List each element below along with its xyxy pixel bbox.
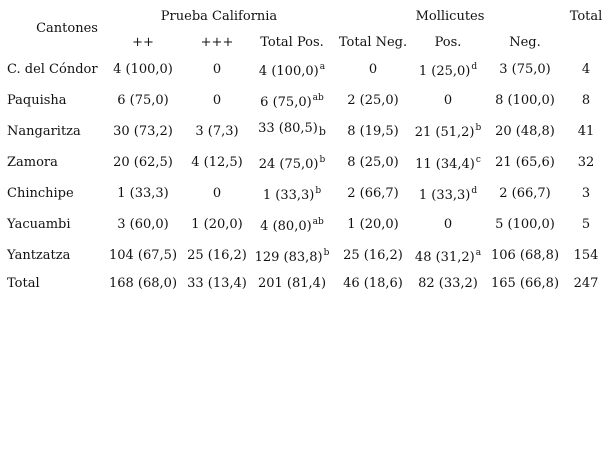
canton-name: C. del Cóndor — [7, 62, 98, 77]
canton-name: Zamora — [7, 155, 58, 170]
total-pos-value: 24 (75,0)b — [258, 155, 326, 173]
mollicutes-pos-value: 82 (33,2) — [418, 276, 478, 291]
total-value: 5 — [581, 217, 591, 232]
total-pos-value: 6 (75,0)ab — [260, 93, 324, 111]
mollicutes-neg-value: 21 (65,6) — [495, 155, 555, 170]
significance-letter: d — [471, 186, 478, 196]
header-plus-plus: ++ — [132, 35, 154, 50]
total-pos-value: 4 (100,0)a — [258, 62, 326, 80]
mollicutes-pos-value: 0 — [443, 217, 453, 232]
significance-letter: b — [315, 186, 322, 196]
canton-name: Yacuambi — [7, 217, 71, 232]
total-value: 41 — [577, 124, 595, 139]
canton-name: Paquisha — [7, 93, 67, 108]
total-pos-value: 201 (81,4) — [257, 276, 327, 291]
header-plus-plus-plus: +++ — [200, 35, 234, 50]
ppp-value: 0 — [212, 93, 222, 108]
pp-value: 6 (75,0) — [117, 93, 169, 108]
mollicutes-neg-value: 106 (68,8) — [490, 248, 560, 263]
mollicutes-pos-value: 21 (51,2)b — [414, 123, 482, 141]
significance-letter: b — [475, 123, 482, 133]
total-neg-value: 8 (25,0) — [347, 155, 399, 170]
pp-value: 104 (67,5) — [108, 248, 178, 263]
header-cantones: Cantones — [36, 21, 98, 36]
pp-value: 20 (62,5) — [113, 155, 173, 170]
mollicutes-neg-value: 165 (66,8) — [490, 276, 560, 291]
ppp-value: 1 (20,0) — [191, 217, 243, 232]
pp-value: 1 (33,3) — [117, 186, 169, 201]
ppp-value: 4 (12,5) — [191, 155, 243, 170]
significance-letter: ab — [312, 217, 324, 227]
total-neg-value: 2 (25,0) — [347, 93, 399, 108]
significance-letter: b — [319, 155, 326, 165]
total-pos-value: 4 (80,0)ab — [260, 217, 324, 235]
total-neg-value: 2 (66,7) — [347, 186, 399, 201]
header-prueba-california: Prueba California — [160, 9, 278, 24]
total-pos-value: 129 (83,8)b — [254, 248, 330, 266]
ppp-value: 0 — [212, 62, 222, 77]
ppp-value: 0 — [212, 186, 222, 201]
mollicutes-neg-value: 20 (48,8) — [495, 124, 555, 139]
mollicutes-neg-value: 5 (100,0) — [495, 217, 555, 232]
header-total: Total — [569, 9, 603, 24]
total-neg-value: 1 (20,0) — [347, 217, 399, 232]
significance-letter: a — [475, 248, 482, 258]
total-pos-value: 1 (33,3)b — [262, 186, 322, 204]
mollicutes-pos-value: 1 (33,3)d — [418, 186, 478, 204]
significance-letter: b — [318, 125, 326, 138]
header-total-neg: Total Neg. — [338, 35, 408, 50]
canton-name: Chinchipe — [7, 186, 74, 201]
mollicutes-pos-value: 11 (34,4)c — [415, 155, 481, 173]
pp-value: 3 (60,0) — [117, 217, 169, 232]
significance-letter: c — [475, 155, 481, 165]
total-neg-value: 0 — [368, 62, 378, 77]
header-total-pos: Total Pos. — [260, 35, 324, 50]
pp-value: 4 (100,0) — [113, 62, 173, 77]
mollicutes-pos-value: 48 (31,2)a — [414, 248, 482, 266]
mollicutes-pos-value: 1 (25,0)d — [418, 62, 478, 80]
significance-letter: a — [319, 62, 326, 72]
header-mollicutes-pos: Pos. — [434, 35, 462, 50]
significance-letter: ab — [312, 93, 324, 103]
total-neg-value: 25 (16,2) — [343, 248, 403, 263]
ppp-value: 3 (7,3) — [195, 124, 239, 139]
mollicutes-neg-value: 2 (66,7) — [499, 186, 551, 201]
mollicutes-neg-value: 3 (75,0) — [499, 62, 551, 77]
canton-name: Total — [7, 276, 40, 291]
total-value: 4 — [581, 62, 591, 77]
total-pos-value: 33 (80,5)b — [258, 121, 326, 138]
significance-letter: d — [471, 62, 478, 72]
total-value: 32 — [577, 155, 595, 170]
total-value: 247 — [573, 276, 599, 291]
results-table: Cantones Prueba California Mollicutes To… — [7, 9, 603, 291]
ppp-value: 25 (16,2) — [187, 248, 247, 263]
total-value: 8 — [581, 93, 591, 108]
total-neg-value: 8 (19,5) — [347, 124, 399, 139]
canton-name: Nangaritza — [7, 124, 81, 139]
pp-value: 168 (68,0) — [108, 276, 178, 291]
ppp-value: 33 (13,4) — [187, 276, 247, 291]
total-value: 3 — [581, 186, 591, 201]
significance-letter: b — [323, 248, 330, 258]
canton-name: Yantzatza — [7, 248, 71, 263]
mollicutes-pos-value: 0 — [443, 93, 453, 108]
total-neg-value: 46 (18,6) — [343, 276, 403, 291]
mollicutes-neg-value: 8 (100,0) — [495, 93, 555, 108]
header-mollicutes: Mollicutes — [415, 9, 485, 24]
total-value: 154 — [573, 248, 599, 263]
pp-value: 30 (73,2) — [113, 124, 173, 139]
header-mollicutes-neg: Neg. — [509, 35, 541, 50]
